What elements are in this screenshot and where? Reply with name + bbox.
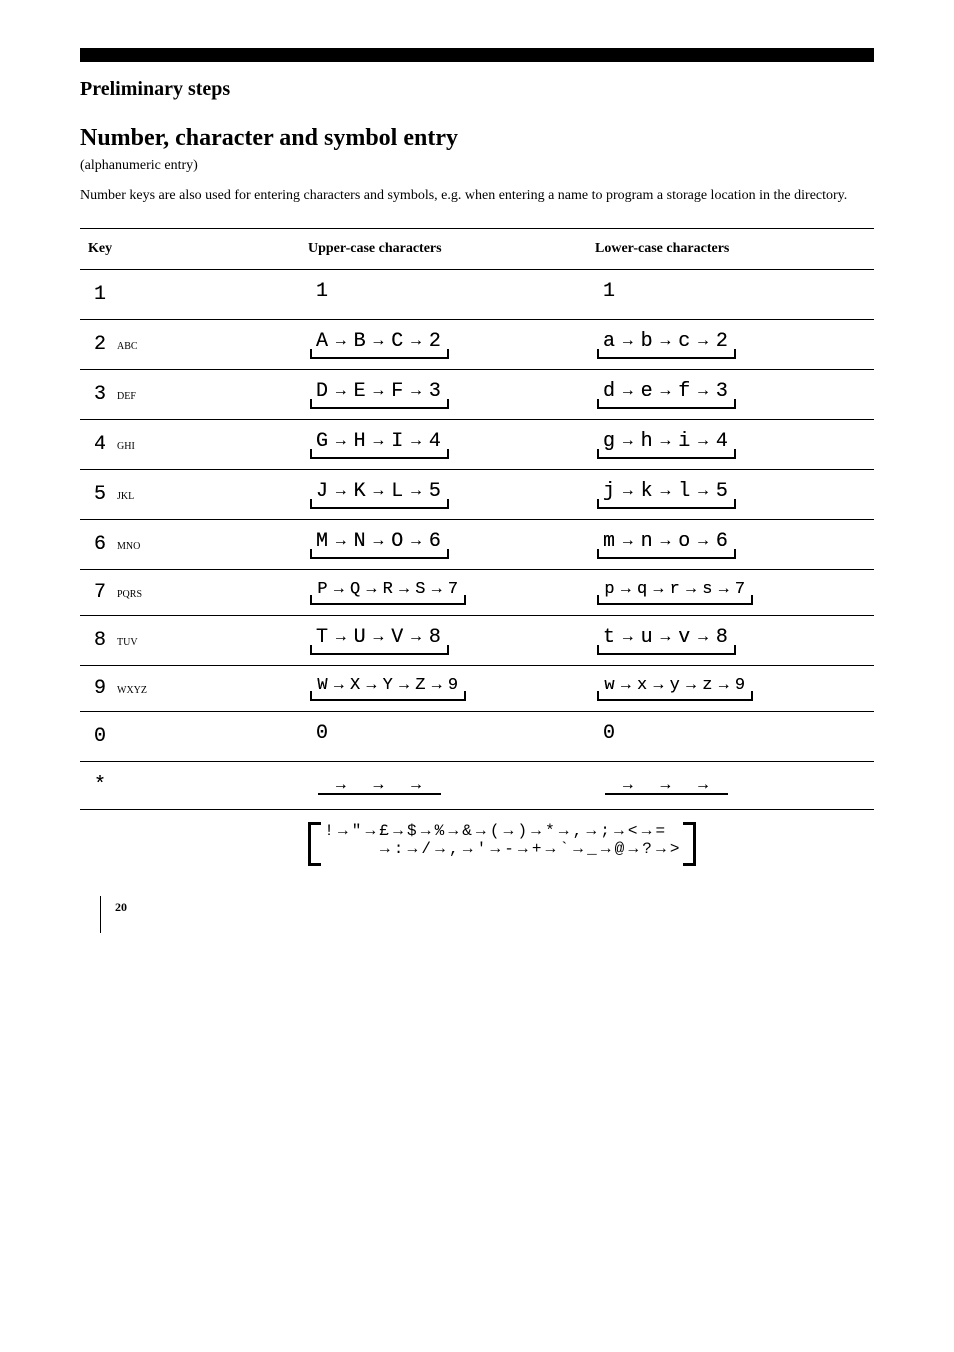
table-row-symbols: !→"→£→$→%→&→(→)→*→,→;→<→=→:→/→,→ ' →-→+→… <box>80 809 874 876</box>
upper-cell: W→X→Y→Z→9 <box>300 665 587 711</box>
key-cell: 7 PQRS <box>80 569 300 615</box>
table-row: 7 PQRSP→Q→R→S→7p→q→r→s→7 <box>80 569 874 615</box>
lower-cell: g→h→i→4 <box>587 419 874 469</box>
key-cell: 9 WXYZ <box>80 665 300 711</box>
top-rule <box>80 48 874 62</box>
table-row: 4 GHIG→H→I→4g→h→i→4 <box>80 419 874 469</box>
key-cell: 6 MNO <box>80 519 300 569</box>
lower-cell: t→u→v→8 <box>587 615 874 665</box>
upper-cell: M→N→O→6 <box>300 519 587 569</box>
lower-cell: w→x→y→z→9 <box>587 665 874 711</box>
lower-cell: 0 <box>587 711 874 761</box>
lower-cell: d→e→f→3 <box>587 369 874 419</box>
section-title: Preliminary steps <box>80 78 874 101</box>
table-row: 111 <box>80 269 874 319</box>
table-row: * → → → → → → <box>80 761 874 809</box>
upper-cell: 0 <box>300 711 587 761</box>
upper-cell: 1 <box>300 269 587 319</box>
lower-cell: j→k→l→5 <box>587 469 874 519</box>
th-key: Key <box>80 228 300 269</box>
lower-cell: a→b→c→2 <box>587 319 874 369</box>
key-label: * <box>88 779 114 793</box>
upper-cell: G→H→I→4 <box>300 419 587 469</box>
table-row: 6 MNOM→N→O→6m→n→o→6 <box>80 519 874 569</box>
footer: 20 <box>100 896 874 933</box>
upper-cell: D→E→F→3 <box>300 369 587 419</box>
char-entry-table: Key Upper-case characters Lower-case cha… <box>80 228 874 876</box>
page-number: 20 <box>115 900 145 915</box>
table-row: 5 JKLJ→K→L→5j→k→l→5 <box>80 469 874 519</box>
table-row: 9 WXYZW→X→Y→Z→9w→x→y→z→9 <box>80 665 874 711</box>
key-cell: 1 <box>80 269 300 319</box>
table-row: 8 TUVT→U→V→8t→u→v→8 <box>80 615 874 665</box>
key-cell: 4 GHI <box>80 419 300 469</box>
key-cell: 0 <box>80 711 300 761</box>
page-subtitle: (alphanumeric entry) <box>80 158 874 174</box>
lower-cell: 1 <box>587 269 874 319</box>
key-cell: 3 DEF <box>80 369 300 419</box>
table-row: 000 <box>80 711 874 761</box>
upper-cell: J→K→L→5 <box>300 469 587 519</box>
upper-cell: T→U→V→8 <box>300 615 587 665</box>
lower-cell: m→n→o→6 <box>587 519 874 569</box>
th-lower: Lower-case characters <box>587 228 874 269</box>
upper-cell: A→B→C→2 <box>300 319 587 369</box>
page-title: Number, character and symbol entry <box>80 125 874 152</box>
table-header-row: Key Upper-case characters Lower-case cha… <box>80 228 874 269</box>
header: Preliminary steps <box>80 78 874 101</box>
table-row: 2 ABCA→B→C→2a→b→c→2 <box>80 319 874 369</box>
th-upper: Upper-case characters <box>300 228 587 269</box>
table-row: 3 DEFD→E→F→3d→e→f→3 <box>80 369 874 419</box>
key-cell: 2 ABC <box>80 319 300 369</box>
lower-cell: p→q→r→s→7 <box>587 569 874 615</box>
intro-text: Number keys are also used for entering c… <box>80 186 874 206</box>
key-cell: 8 TUV <box>80 615 300 665</box>
key-cell: 5 JKL <box>80 469 300 519</box>
upper-cell: P→Q→R→S→7 <box>300 569 587 615</box>
